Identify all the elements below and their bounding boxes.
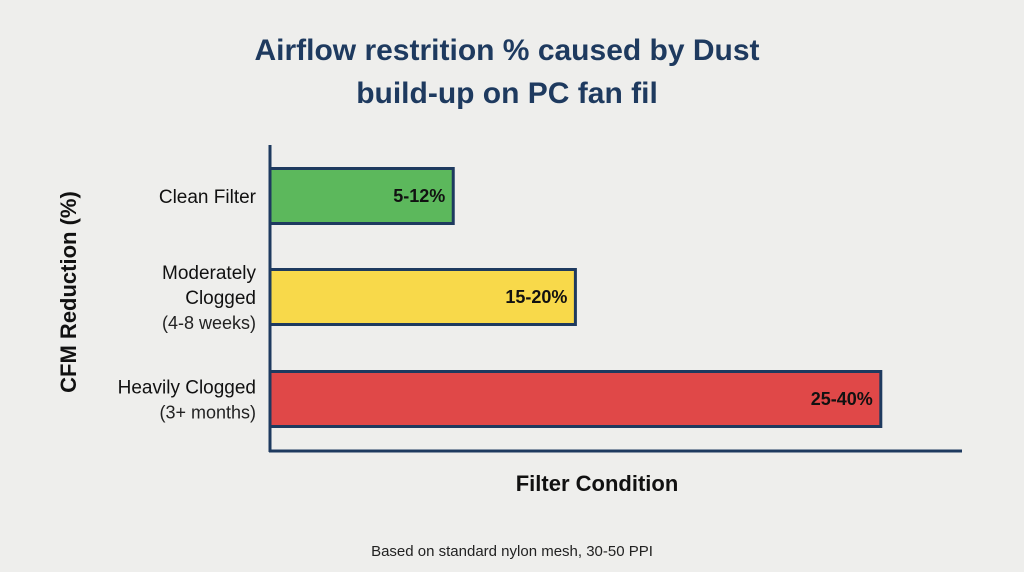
y-axis-title: CFM Reduction (%): [56, 191, 81, 393]
bar-value-label: 5-12%: [393, 186, 445, 206]
x-axis-title: Filter Condition: [516, 471, 679, 496]
bar-value-label: 15-20%: [505, 287, 567, 307]
plot-area: 5-12% Clean Filter 15-20% Moderately Clogged…: [118, 167, 883, 428]
chart-title-line-2: build-up on PC fan fil: [356, 77, 658, 110]
bar: [268, 268, 577, 326]
footnote: Based on standard nylon mesh, 30-50 PPI: [371, 543, 653, 560]
bar: [268, 370, 883, 428]
category-sublabel: (4-8 weeks): [162, 313, 256, 333]
category-label: Clean Filter: [159, 187, 257, 208]
category-label: Heavily Clogged: [118, 378, 256, 399]
category-label: Moderately: [162, 263, 256, 284]
chart-title-line-1: Airflow restrition % caused by Dust: [254, 34, 759, 67]
bar-value-label: 25-40%: [811, 389, 873, 409]
chart-title: Airflow restrition % caused by Dust buil…: [254, 34, 759, 110]
category-label: Clogged: [185, 288, 256, 309]
category-sublabel: (3+ months): [159, 403, 256, 423]
